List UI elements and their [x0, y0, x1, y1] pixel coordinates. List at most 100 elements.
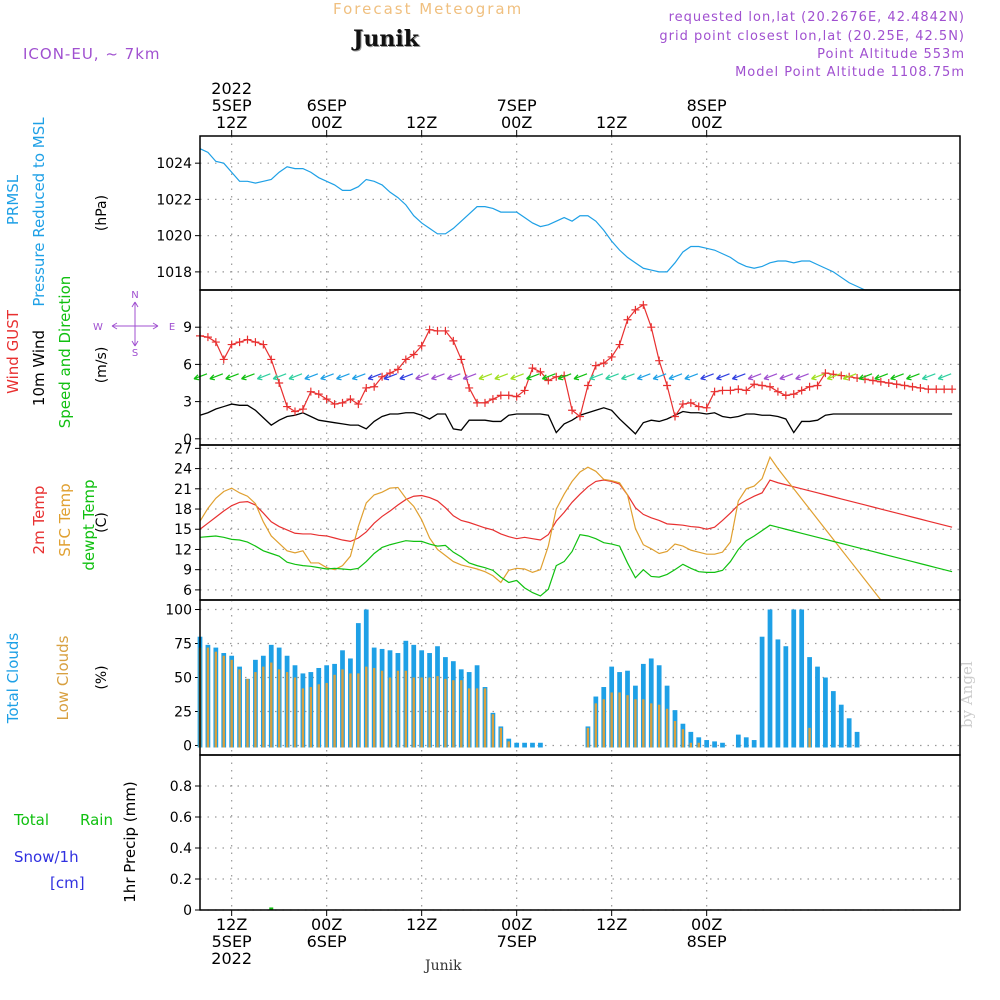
wind-gust-marker: [330, 400, 339, 409]
total-cloud-bar: [735, 734, 741, 748]
low-cloud-bar: [642, 699, 645, 748]
y-tick-label: 3: [183, 395, 192, 411]
wind-gust-marker: [473, 398, 482, 407]
wind-direction-arrow: [272, 373, 287, 381]
panel-label-0: Wind GUST: [4, 309, 22, 394]
wind-gust-marker: [283, 402, 292, 411]
wind-direction-arrow: [304, 373, 319, 381]
y-tick-label: 75: [174, 637, 192, 653]
wind-gust-marker: [623, 315, 632, 324]
panel-label-0: 2m Temp: [30, 486, 48, 555]
wind-gust-marker: [504, 391, 513, 400]
wind-gust-marker: [386, 369, 394, 378]
wind-gust-marker: [639, 300, 648, 309]
bottom-x-tick-label: 00Z: [691, 915, 722, 934]
y-tick-label: 0.4: [170, 841, 192, 857]
wind-gust-marker: [908, 382, 917, 391]
low-cloud-bar: [270, 662, 273, 748]
y-tick-label: 0: [183, 903, 192, 919]
low-cloud-bar: [657, 704, 661, 748]
bottom-x-tick-label: 7SEP: [497, 932, 537, 951]
low-cloud-bar: [341, 669, 344, 748]
bottom-x-tick-label: 6SEP: [307, 932, 347, 951]
wind-direction-arrow: [225, 373, 239, 381]
wind-direction-arrow: [526, 373, 540, 381]
wind-gust-marker: [647, 323, 656, 332]
wind-gust-marker: [773, 387, 782, 396]
low-cloud-bar: [404, 670, 408, 748]
wind-gust-marker: [599, 359, 608, 368]
bottom-x-tick-label: 00Z: [311, 915, 342, 934]
precip-label-cm: [cm]: [50, 874, 85, 892]
wind-gust-marker: [821, 369, 830, 378]
y-tick-label: 21: [174, 482, 192, 498]
wind-gust-marker: [916, 383, 925, 392]
low-cloud-bar: [483, 688, 487, 748]
panel-frame: [199, 754, 961, 911]
wind-gust-marker: [457, 355, 466, 364]
wind-gust-marker: [417, 341, 426, 350]
wind-direction-arrow: [589, 373, 604, 381]
top-x-tick-label: 00Z: [691, 113, 722, 132]
top-x-tick-label: 2022: [211, 79, 252, 98]
wind-gust-marker: [837, 371, 846, 380]
compass-n: N: [131, 290, 138, 301]
low-cloud-bar: [325, 682, 328, 748]
footer-location: Junik: [425, 958, 462, 974]
total-cloud-bar: [775, 639, 781, 748]
panel-label-1: Pressure Reduced to MSL: [30, 117, 48, 307]
low-cloud-bar: [467, 688, 471, 748]
y-tick-label: 6: [183, 357, 192, 373]
y-tick-label: 100: [165, 603, 192, 619]
wind-direction-arrow: [462, 373, 477, 381]
wind-gust-marker: [378, 372, 387, 381]
compass-arrows: [111, 301, 159, 347]
low-cloud-bar: [230, 659, 233, 748]
low-cloud-bar: [380, 670, 384, 748]
wind-direction-arrow: [367, 373, 382, 381]
wind-gust-line: [199, 303, 953, 418]
low-cloud-bar: [420, 677, 423, 748]
low-cloud-bar: [594, 703, 598, 748]
wind-gust-marker: [346, 395, 355, 404]
wind-gust-marker: [528, 364, 537, 373]
wind-direction-arrow: [826, 373, 841, 381]
precip-unit-label: 1hr Precip (mm): [121, 781, 139, 902]
y-tick-label: 27: [174, 441, 192, 457]
top-x-tick-label: 00Z: [501, 113, 532, 132]
low-cloud-bar: [491, 714, 495, 748]
panel-unit-label: (%): [94, 665, 110, 689]
total-cloud-bar: [751, 740, 757, 748]
low-cloud-bar: [808, 727, 811, 748]
low-cloud-bar: [499, 727, 503, 748]
low-cloud-bar: [610, 692, 613, 748]
precip-label-total: Total: [13, 811, 49, 829]
y-tick-label: 0: [183, 738, 192, 754]
low-cloud-bar: [293, 677, 297, 748]
wind-gust-marker: [758, 381, 767, 390]
y-tick-label: 15: [174, 522, 192, 538]
panel-label-2: dewpt Temp: [80, 479, 98, 570]
wind-gust-marker: [481, 398, 489, 407]
y-tick-label: 0.2: [170, 872, 192, 888]
bottom-x-tick-label: 00Z: [501, 915, 532, 934]
wind-gust-marker: [544, 376, 553, 385]
wind-direction-arrow: [842, 373, 857, 381]
series-line-2: [199, 524, 953, 597]
wind-direction-arrow: [446, 373, 461, 381]
requested-coords: requested lon,lat (20.2676E, 42.4842N): [668, 10, 965, 25]
bottom-x-tick-label: 8SEP: [687, 932, 727, 951]
wind-gust-marker: [449, 336, 458, 345]
wind-gust-marker: [576, 412, 584, 421]
wind-gust-marker: [686, 398, 695, 407]
wind-gust-marker: [267, 355, 276, 364]
wind-direction-arrow: [256, 373, 271, 381]
wind-direction-arrow: [716, 373, 730, 381]
y-tick-label: 18: [174, 502, 192, 518]
panel-wind: 0 3 6 9 N S W E Wind GUST 10m Wind Speed and Direc…: [4, 276, 961, 448]
wind-direction-arrow: [636, 373, 651, 381]
total-cloud-bar: [838, 704, 844, 748]
y-tick-label: 24: [174, 462, 192, 478]
low-cloud-bar: [697, 742, 700, 748]
